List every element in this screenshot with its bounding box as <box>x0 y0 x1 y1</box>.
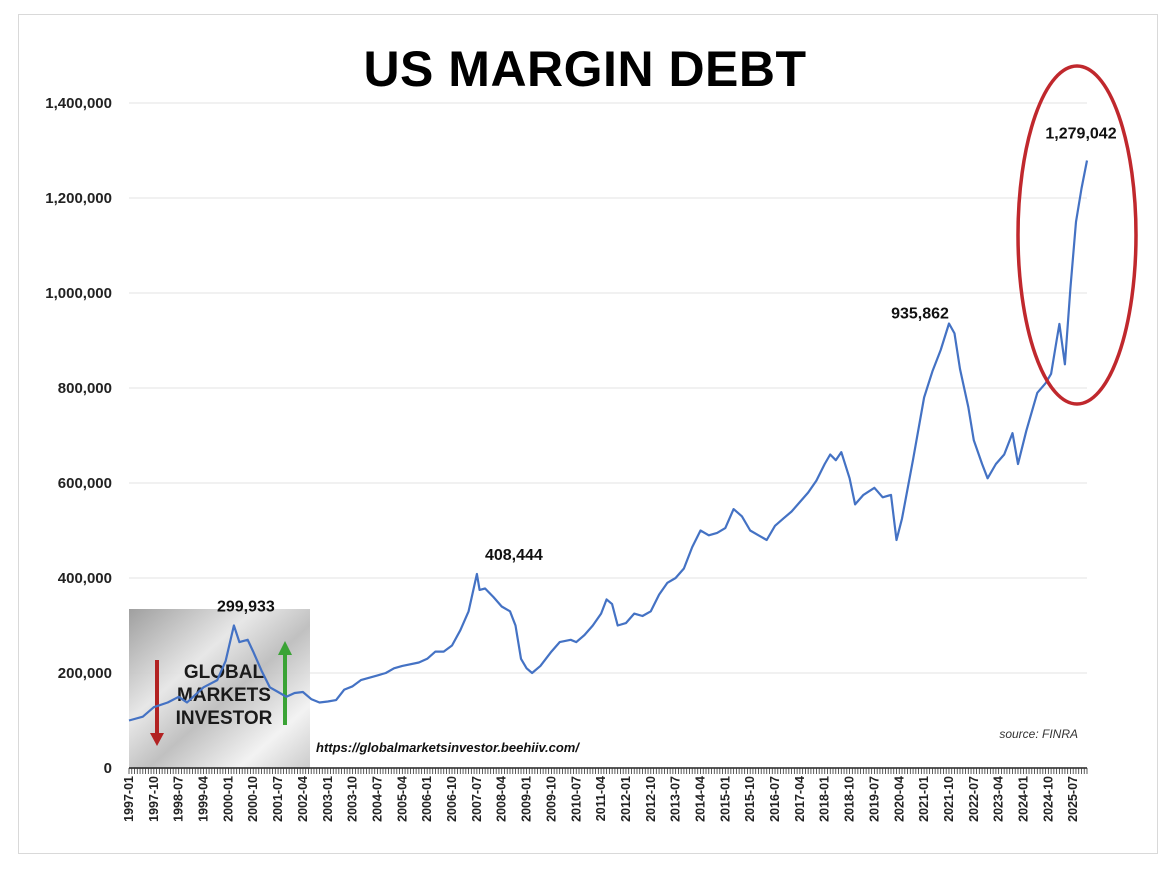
x-tick-label: 2006-01 <box>420 776 434 822</box>
x-tick-label: 1997-01 <box>122 776 136 822</box>
x-tick-label: 2015-01 <box>718 776 732 822</box>
x-tick-label: 2009-01 <box>520 776 534 822</box>
x-tick-label: 2015-10 <box>743 776 757 822</box>
x-axis: 1997-01 1997-10 1998-07 1999-04 2000-01 2000-… <box>122 767 1088 822</box>
x-tick-label: 1997-10 <box>147 776 161 822</box>
gridlines <box>129 102 1087 674</box>
y-tick-label: 200,000 <box>58 665 112 682</box>
x-tick-label: 2022-07 <box>967 776 981 822</box>
x-tick-label: 2012-01 <box>619 776 633 822</box>
x-tick-label: 1999-04 <box>197 776 211 822</box>
y-tick-label: 0 <box>104 760 112 777</box>
x-tick-label: 2010-07 <box>569 776 583 822</box>
x-tick-label: 2021-01 <box>917 776 931 822</box>
x-tick-label: 2005-04 <box>395 776 409 822</box>
data-label: 1,279,042 <box>1045 125 1116 142</box>
series-line-us-margin-debt <box>128 160 1089 722</box>
x-tick-label: 2000-01 <box>221 776 235 822</box>
y-tick-label: 400,000 <box>58 570 112 587</box>
y-tick-label: 1,000,000 <box>45 285 112 302</box>
x-tick-label: 2018-01 <box>818 776 832 822</box>
x-tick-label: 2004-07 <box>370 776 384 822</box>
x-tick-label: 1998-07 <box>172 776 186 822</box>
x-tick-label: 2013-07 <box>669 776 683 822</box>
x-tick-label: 2011-04 <box>594 776 608 821</box>
x-tick-label: 2017-04 <box>793 776 807 822</box>
data-label: 935,862 <box>891 305 949 322</box>
x-tick-label: 2024-01 <box>1017 776 1031 822</box>
x-tick-label: 2021-10 <box>942 776 956 822</box>
source-url: https://globalmarketsinvestor.beehiiv.co… <box>316 740 580 755</box>
x-tick-label: 2019-07 <box>867 776 881 822</box>
data-label: 299,933 <box>217 599 275 616</box>
x-tick-label: 2009-10 <box>544 776 558 822</box>
x-tick-label: 2007-07 <box>470 776 484 822</box>
y-tick-label: 1,200,000 <box>45 190 112 207</box>
x-tick-label: 2016-07 <box>768 776 782 822</box>
annotations: 299,933 408,444 935,862 1,279,042 <box>217 125 1117 615</box>
up-arrow-head-icon <box>278 641 292 655</box>
x-tick-label: 2024-10 <box>1041 776 1055 822</box>
watermark-logo: GLOBAL MARKETS INVESTOR <box>129 609 310 769</box>
highlight-ellipse <box>1016 64 1138 406</box>
x-tick-label: 2023-04 <box>992 776 1006 822</box>
x-tick-label: 2002-04 <box>296 776 310 822</box>
data-label: 408,444 <box>485 547 543 564</box>
x-tick-label: 2014-04 <box>693 776 707 822</box>
logo-line-3: INVESTOR <box>176 708 273 729</box>
x-tick-label: 2001-07 <box>271 776 285 822</box>
x-tick-label: 2006-10 <box>445 776 459 822</box>
down-arrow-head-icon <box>150 733 164 746</box>
y-tick-label: 1,400,000 <box>45 95 112 112</box>
x-tick-label: 2018-10 <box>843 776 857 822</box>
x-tick-label: 2003-10 <box>346 776 360 822</box>
y-tick-label: 800,000 <box>58 380 112 397</box>
x-tick-label: 2008-04 <box>495 776 509 822</box>
y-axis: 0 200,000 400,000 600,000 800,000 1,000,000 1,… <box>45 95 112 777</box>
logo-background <box>129 609 310 769</box>
chart-title: US MARGIN DEBT <box>363 41 807 97</box>
x-tick-label: 2000-10 <box>246 776 260 822</box>
x-tick-label: 2012-10 <box>644 776 658 822</box>
x-tick-label: 2025-07 <box>1066 776 1080 822</box>
x-tick-label: 2003-01 <box>321 776 335 822</box>
logo-line-1: GLOBAL <box>184 662 265 683</box>
source-note: source: FINRA <box>999 727 1078 741</box>
x-tick-label: 2020-04 <box>892 776 906 822</box>
y-tick-label: 600,000 <box>58 475 112 492</box>
logo-line-2: MARKETS <box>177 685 271 706</box>
